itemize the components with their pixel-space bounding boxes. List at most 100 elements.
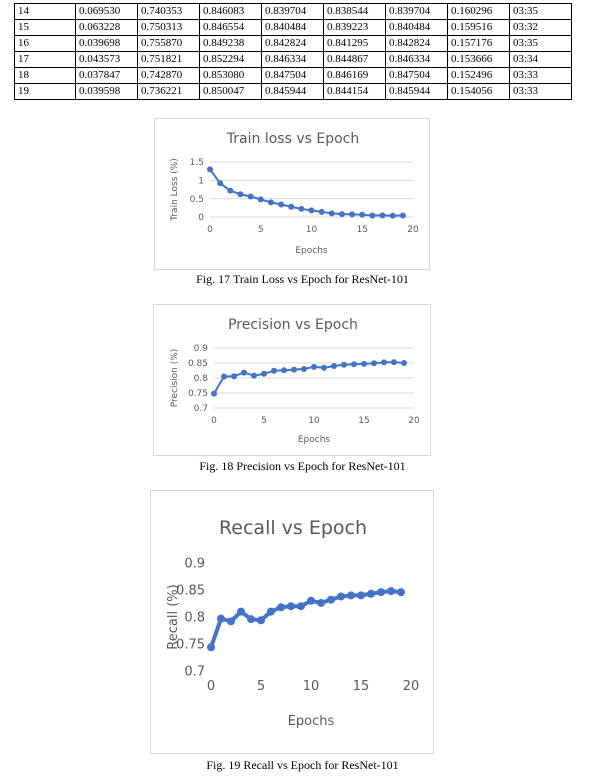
table-row: 15 0.063228 0.750313 0.846554 0.840484 0.8392… [14, 19, 572, 36]
table-cell: 0.842824 [261, 35, 324, 52]
table-cell: 0.839223 [323, 19, 386, 36]
train-loss-data-point [399, 212, 406, 219]
train-loss-data-point [207, 166, 213, 173]
train-loss-data-point [288, 203, 295, 210]
figure-17-caption: Fig. 17 Train Loss vs Epoch for ResNet-1… [196, 272, 409, 286]
table-cell: 18 [14, 67, 76, 84]
table-cell: 19 [14, 83, 76, 100]
table-cell: 0.839704 [385, 3, 448, 20]
table-cell: 03:34 [509, 51, 572, 68]
recall-svg: Recall vs Epoch 0.7 0.75 0.8 0.85 0.9 0 5 10 15 20… [166, 517, 420, 729]
precision-y-tick-label: 0.75 [188, 389, 208, 399]
table-cell: 0.043573 [75, 51, 138, 68]
train-loss-y-tick-label: 1 [198, 176, 204, 186]
train-loss-data-point [349, 211, 356, 218]
precision-data-point [251, 372, 257, 379]
recall-data-point [337, 592, 345, 601]
recall-data-point [387, 587, 395, 596]
precision-x-tick-label: 15 [358, 416, 369, 426]
train-loss-y-tick-label: 1.5 [190, 158, 204, 168]
train-loss-data-point [247, 193, 254, 200]
table-cell: 0.846169 [323, 67, 386, 84]
precision-x-tick-label: 5 [261, 416, 267, 426]
table-cell: 0.846334 [261, 51, 324, 68]
table-row: 19 0.039598 0.736221 0.850047 0.845944 0.8441… [14, 83, 572, 100]
recall-x-tick-label: 0 [207, 679, 215, 694]
table-cell: 0.740353 [137, 3, 200, 20]
recall-data-point [397, 588, 405, 597]
recall-data-point [247, 615, 255, 624]
train-loss-data-point [257, 196, 264, 203]
table-cell: 0.850047 [199, 83, 262, 100]
table-cell: 0.842824 [385, 35, 448, 52]
recall-data-point [267, 607, 275, 616]
train-loss-data-point [369, 212, 376, 219]
table-cell: 0.157176 [447, 35, 510, 52]
table-cell: 0.852294 [199, 51, 262, 68]
precision-data-point [401, 360, 407, 366]
table-row: 14 0.069530 0.740353 0.846083 0.839704 0.8385… [14, 3, 572, 20]
table-cell: 0.847504 [385, 67, 448, 84]
recall-data-point [237, 607, 245, 616]
train-loss-chart-title: Train loss vs Epoch [226, 131, 359, 147]
precision-y-tick-label: 0.9 [194, 344, 209, 354]
train-loss-x-tick-label: 0 [207, 225, 213, 235]
precision-y-axis-title: Precision (%) [170, 349, 180, 408]
recall-series-line [209, 589, 402, 648]
recall-data-point [217, 614, 225, 623]
recall-chart: Recall vs Epoch 0.7 0.75 0.8 0.85 0.9 0 5 10 15 20… [150, 490, 434, 754]
table-cell: 0.742870 [137, 67, 200, 84]
train-loss-y-tick-label: 0.5 [190, 195, 204, 205]
table-cell: 0.063228 [75, 19, 138, 36]
recall-data-point [347, 591, 355, 600]
precision-x-tick-label: 10 [308, 416, 320, 426]
table-cell: 0.838544 [323, 3, 386, 20]
recall-data-point [307, 596, 315, 605]
train-loss-x-tick-label: 15 [357, 225, 368, 235]
train-loss-data-point [359, 211, 366, 218]
recall-y-tick-label: 0.85 [176, 584, 205, 599]
table-row: 16 0.039698 0.755870 0.849238 0.842824 0.8412… [14, 35, 572, 52]
table-row: 18 0.037847 0.742870 0.853080 0.847504 0.8461… [14, 67, 572, 84]
recall-x-tick-label: 20 [403, 679, 420, 694]
recall-data-point [367, 589, 375, 598]
precision-data-point [341, 361, 347, 368]
train-loss-data-point [328, 210, 335, 217]
precision-data-point [351, 361, 357, 368]
precision-data-point [231, 373, 237, 380]
recall-data-point [287, 602, 295, 611]
table-body: 14 0.069530 0.740353 0.846083 0.839704 0.8385… [14, 3, 572, 100]
precision-data-point [241, 369, 247, 376]
table-cell: 15 [14, 19, 76, 36]
recall-data-point [227, 617, 235, 626]
train-loss-data-point [278, 201, 285, 208]
precision-data-point [331, 363, 337, 369]
precision-y-tick-label: 0.85 [188, 359, 208, 369]
recall-y-axis-title: Recall (%) [166, 584, 181, 649]
precision-x-tick-label: 20 [408, 416, 420, 426]
table-cell: 0.039698 [75, 35, 138, 52]
table-cell: 0.846083 [199, 3, 262, 20]
precision-data-point [381, 359, 387, 366]
table-cell: 0.750313 [137, 19, 200, 36]
precision-data-point [211, 390, 217, 397]
table-cell: 0.853080 [199, 67, 262, 84]
recall-data-point [277, 603, 285, 612]
table-cell: 0.840484 [261, 19, 324, 36]
figure-18-caption: Fig. 18 Precision vs Epoch for ResNet-10… [199, 459, 406, 473]
precision-data-point [291, 366, 297, 373]
recall-x-tick-label: 15 [353, 679, 370, 694]
train-loss-x-tick-label: 20 [407, 225, 419, 235]
train-loss-data-point [237, 191, 244, 198]
precision-data-point [261, 370, 267, 377]
recall-data-point [207, 643, 215, 652]
table-cell: 0.154056 [447, 83, 510, 100]
table-row: 17 0.043573 0.751821 0.852294 0.846334 0.8448… [14, 51, 572, 68]
table-cell: 0.849238 [199, 35, 262, 52]
precision-y-tick-label: 0.7 [194, 404, 208, 414]
precision-data-point [281, 367, 287, 374]
precision-x-axis-title: Epochs [298, 435, 331, 445]
recall-y-tick-label: 0.9 [184, 557, 205, 572]
train-loss-data-point [318, 208, 325, 215]
train-loss-data-point [227, 187, 234, 194]
